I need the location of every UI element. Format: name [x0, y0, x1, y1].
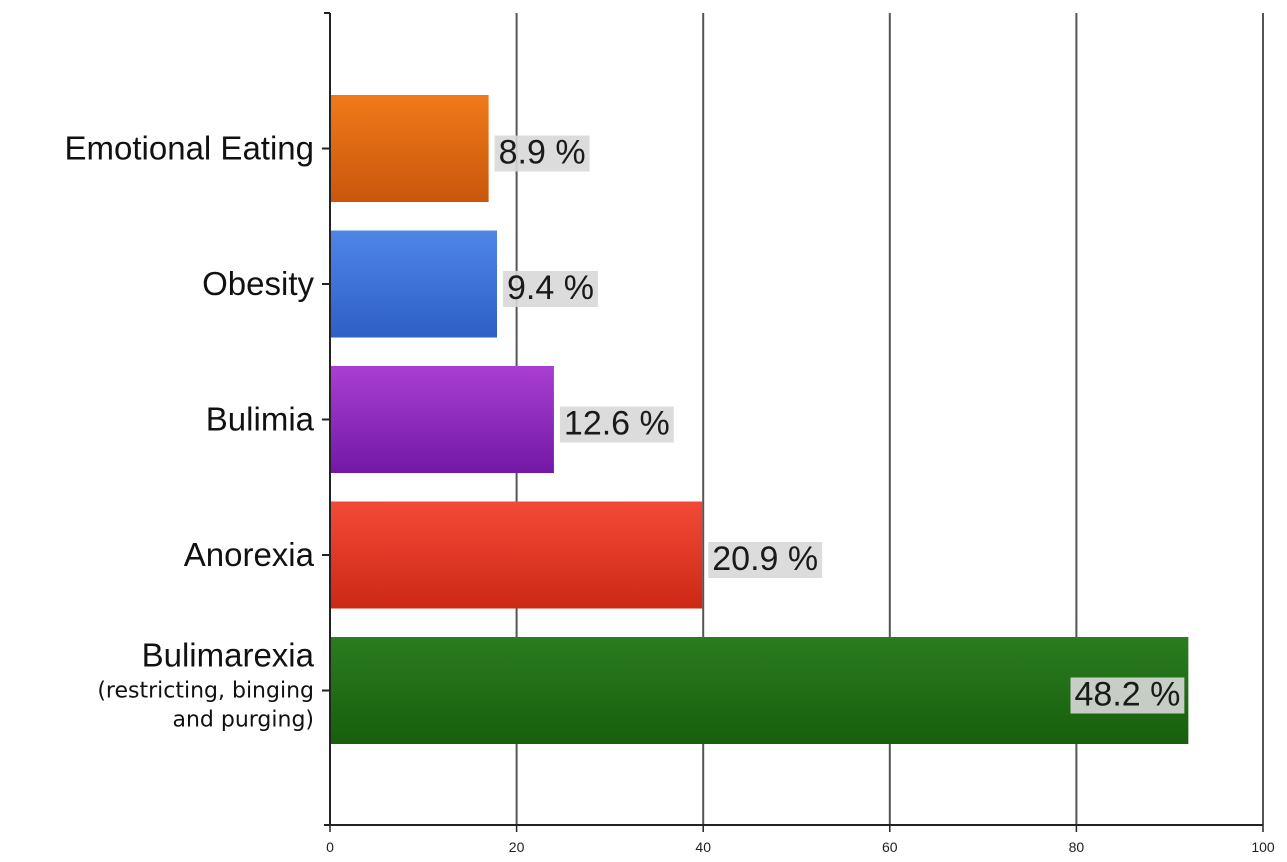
- data-label: 48.2 %: [1075, 676, 1181, 714]
- bar: [330, 95, 489, 202]
- data-label-background: [494, 135, 590, 172]
- data-label: 9.4 %: [507, 269, 594, 307]
- x-tick-label: 40: [695, 839, 711, 855]
- category-label: Bulimarexia (restricting, binging and purg…: [97, 637, 314, 733]
- category-label: Bulimia: [206, 401, 315, 438]
- data-label: 12.6 %: [564, 405, 670, 443]
- category-label-line: and purging): [172, 708, 314, 733]
- category-label: Emotional Eating: [65, 130, 314, 167]
- data-label-background: [559, 406, 674, 443]
- labels: Emotional Eating 8.9 % Obesity 9.4 % Bulimia…: [65, 130, 1185, 733]
- data-label-background: [503, 271, 598, 307]
- x-tick-label: 20: [509, 839, 525, 855]
- x-tick-label: 80: [1069, 839, 1085, 855]
- bar: [330, 230, 498, 338]
- x-tick-label: 0: [326, 839, 334, 855]
- bar: [330, 637, 1189, 744]
- category-label-line: (restricting, binging: [97, 679, 314, 704]
- category-label: Anorexia: [184, 536, 315, 573]
- bars: [330, 95, 1189, 744]
- bar: [330, 366, 554, 473]
- data-label: 8.9 %: [499, 134, 586, 172]
- data-label-background: [708, 542, 823, 578]
- data-label-group: 8.9 %: [494, 134, 590, 172]
- axes: 0 20 40 60 80 100: [322, 12, 1275, 855]
- category-label: Obesity: [202, 265, 314, 302]
- data-label-group: 9.4 %: [503, 269, 598, 307]
- data-label-group: 48.2 %: [1070, 676, 1185, 714]
- data-label-background: [1070, 677, 1185, 714]
- data-label: 20.9 %: [712, 540, 818, 578]
- data-label-group: 20.9 %: [708, 540, 823, 578]
- data-label-group: 12.6 %: [559, 405, 674, 443]
- category-label-line: Bulimarexia: [142, 637, 315, 674]
- x-tick-label: 60: [882, 839, 898, 855]
- x-tick-label: 100: [1251, 839, 1275, 855]
- bar: [330, 501, 703, 609]
